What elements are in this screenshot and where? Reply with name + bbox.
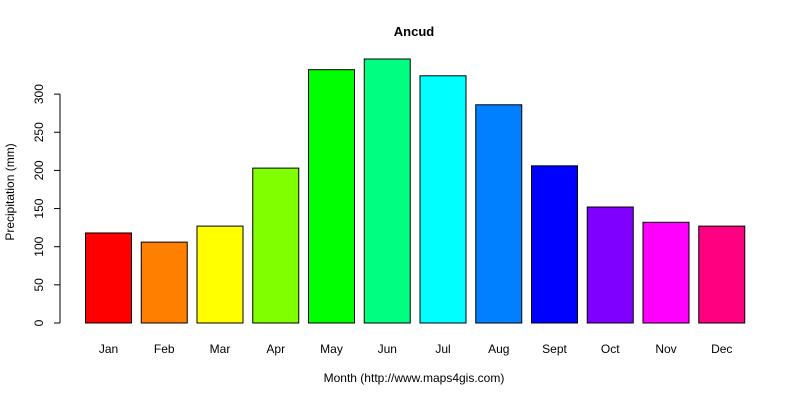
x-tick-label: Jun — [378, 342, 397, 356]
x-tick-label: Apr — [266, 342, 285, 356]
bar-mar — [196, 225, 244, 324]
x-tick-label: Nov — [655, 342, 676, 356]
y-axis: 0 50 100 150 200 250 300 — [32, 84, 61, 326]
bar-aug — [475, 104, 523, 324]
x-tick-label: Jan — [99, 342, 118, 356]
bar-sept — [531, 165, 578, 324]
bar-apr — [252, 167, 300, 324]
x-tick-label: Feb — [154, 342, 175, 356]
y-axis-label: Precipitation (mm) — [3, 143, 17, 240]
bar-may — [308, 69, 355, 324]
y-tick-label: 200 — [32, 160, 46, 180]
x-tick-label: Dec — [711, 342, 732, 356]
x-tick-label: May — [320, 342, 343, 356]
x-tick-label: Oct — [601, 342, 620, 356]
y-tick-label: 250 — [32, 122, 46, 142]
chart-title: Ancud — [394, 24, 435, 39]
bar-jul — [419, 75, 467, 324]
y-tick-label: 50 — [32, 278, 46, 292]
x-tick-label: Jul — [435, 342, 450, 356]
y-tick-label: 300 — [32, 84, 46, 104]
x-tick-label: Aug — [488, 342, 509, 356]
bar-jun — [363, 58, 411, 324]
x-tick-label: Sept — [542, 342, 567, 356]
y-tick-label: 0 — [32, 319, 46, 326]
y-tick-label: 150 — [32, 198, 46, 218]
bar-oct — [586, 206, 634, 324]
bar-dec — [698, 225, 746, 324]
x-axis-label: Month (http://www.maps4gis.com) — [324, 371, 505, 385]
bar-jan — [85, 232, 132, 324]
x-tick-labels: Jan Feb Mar Apr May Jun Jul Aug Sept Oct Nov Dec — [99, 342, 733, 356]
bar-nov — [642, 221, 690, 324]
x-tick-label: Mar — [210, 342, 231, 356]
bars — [85, 58, 746, 324]
bar-feb — [140, 241, 188, 324]
y-tick-label: 100 — [32, 236, 46, 256]
